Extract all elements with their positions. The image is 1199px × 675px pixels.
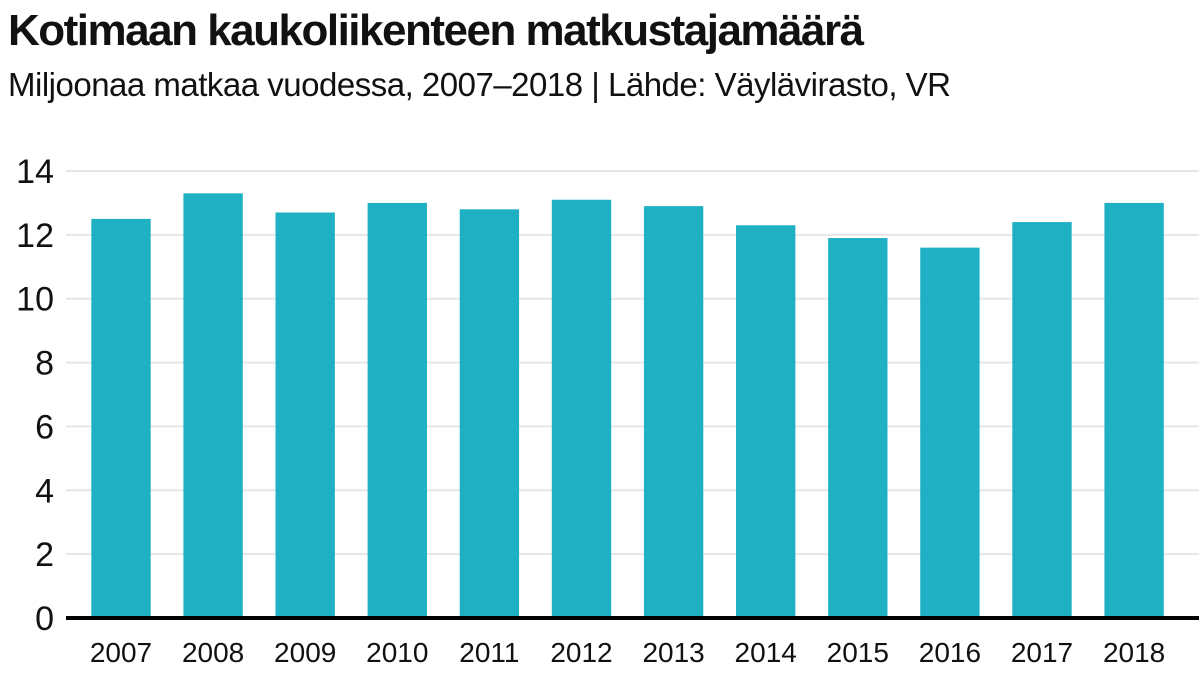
x-tick-label: 2018 [1103,637,1165,668]
y-tick-label: 0 [35,600,54,638]
gridlines [66,170,1199,556]
bar-2008 [183,193,243,618]
x-tick-label: 2007 [90,637,152,668]
bar-2009 [275,212,335,618]
bar-2013 [643,206,704,618]
y-tick-label: 8 [35,345,54,383]
x-tick-label: 2008 [182,637,244,668]
y-tick-label: 4 [35,472,54,510]
y-tick-label: 14 [16,153,54,191]
chart-subtitle: Miljoonaa matkaa vuodessa, 2007–2018 | L… [8,66,951,103]
x-axis-ticks: 2007 2008 2009 2010 2011 2012 2013 2014 2015 2016… [90,637,1165,668]
bar-2014 [736,225,796,618]
bar-2010 [367,202,427,618]
bars [91,193,1164,619]
x-tick-label: 2015 [827,637,889,668]
bar-2018 [1104,202,1164,618]
bar-2011 [459,209,520,619]
x-tick-label: 2014 [735,637,797,668]
bar-2007 [91,218,151,618]
chart-title: Kotimaan kaukoliikenteen matkustajamäärä [8,6,864,55]
x-tick-label: 2009 [274,637,336,668]
x-tick-label: 2016 [919,637,981,668]
x-tick-label: 2011 [459,637,519,668]
y-tick-label: 2 [35,536,54,574]
bar-2015 [828,238,888,619]
x-tick-label: 2017 [1011,637,1073,668]
x-tick-label: 2010 [366,637,428,668]
bar-2016 [920,247,980,618]
x-tick-label: 2012 [550,637,612,668]
x-tick-label: 2013 [642,637,704,668]
bar-2017 [1012,222,1072,619]
y-tick-label: 12 [16,217,54,255]
y-axis-ticks: 0 2 4 6 8 10 12 14 [16,153,54,638]
y-tick-label: 10 [16,281,54,319]
bar-2012 [551,199,612,618]
y-tick-label: 6 [35,408,54,446]
